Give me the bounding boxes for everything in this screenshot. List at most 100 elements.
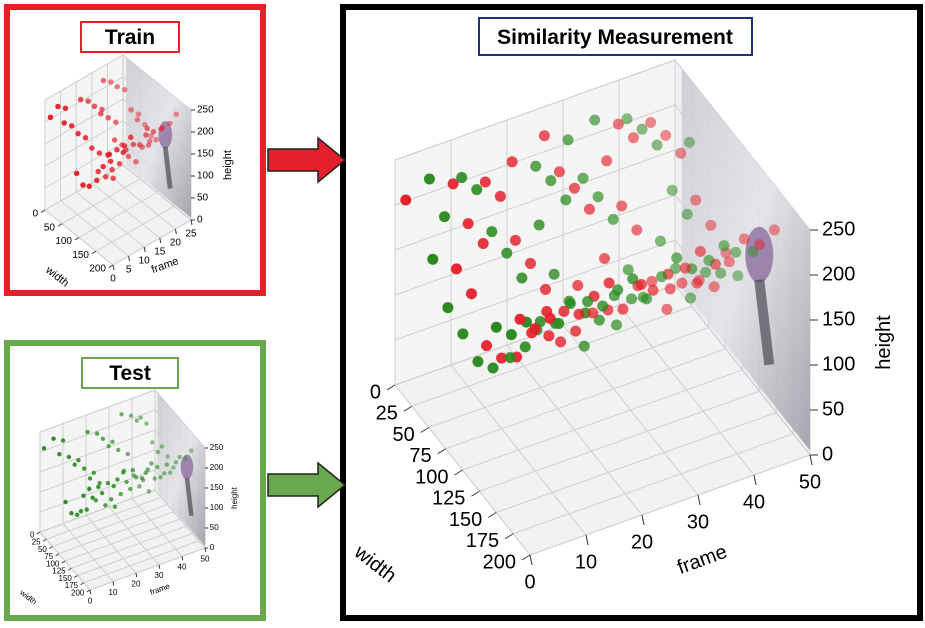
point <box>573 308 585 320</box>
point <box>150 440 155 445</box>
point <box>400 194 412 206</box>
tick-mark <box>487 512 497 518</box>
tick-mark <box>159 237 162 244</box>
point <box>635 278 647 290</box>
point <box>57 452 62 457</box>
point <box>647 284 659 296</box>
point <box>143 470 148 476</box>
tick-label: 75 <box>44 552 53 561</box>
point <box>155 449 161 455</box>
person-legs <box>184 477 194 517</box>
tick-label: 150 <box>210 483 224 492</box>
arrow-train <box>267 136 347 184</box>
point <box>106 443 111 449</box>
point <box>66 454 72 460</box>
tick-label: 150 <box>449 509 482 531</box>
point <box>479 176 491 188</box>
point <box>121 470 126 475</box>
point <box>558 305 570 317</box>
point <box>128 413 134 418</box>
grid-line <box>46 496 162 540</box>
tick-label: 125 <box>52 567 66 576</box>
point <box>108 79 114 85</box>
tick-label: 0 <box>110 274 116 285</box>
point <box>167 120 173 127</box>
grid-line <box>562 324 699 496</box>
axis-label: height <box>230 486 239 509</box>
point <box>82 135 89 141</box>
point <box>715 267 727 279</box>
point <box>597 300 609 312</box>
point <box>519 341 531 353</box>
point <box>553 166 565 178</box>
tick-label: 100 <box>210 503 224 512</box>
tick-mark <box>190 219 193 226</box>
point <box>96 150 103 156</box>
point <box>76 457 81 463</box>
point <box>135 111 142 117</box>
point <box>656 271 668 283</box>
point <box>568 182 580 194</box>
grid-line <box>39 449 156 493</box>
point <box>162 471 167 476</box>
grid-line <box>462 369 743 471</box>
grid-line <box>512 433 794 535</box>
point <box>173 459 179 465</box>
point <box>121 86 128 93</box>
tick-label: 250 <box>822 218 855 240</box>
point <box>47 114 54 121</box>
point <box>173 111 179 117</box>
tick-label: 25 <box>185 229 197 240</box>
point <box>675 147 687 159</box>
point <box>747 246 759 258</box>
point <box>768 224 780 236</box>
point <box>753 239 765 251</box>
grid-line <box>674 284 811 456</box>
point <box>560 194 572 206</box>
point <box>130 141 137 148</box>
point <box>51 436 56 441</box>
point <box>133 475 139 480</box>
point <box>123 147 129 153</box>
point <box>456 172 468 184</box>
point <box>450 263 462 275</box>
tick-label: 100 <box>197 171 214 182</box>
tick-label: 25 <box>376 403 398 425</box>
point <box>158 475 163 480</box>
point <box>116 160 123 167</box>
point <box>612 118 624 130</box>
point <box>529 323 541 335</box>
axis-label: width <box>349 541 400 588</box>
point <box>481 340 493 352</box>
point <box>666 184 678 196</box>
point <box>708 281 720 293</box>
point <box>540 283 552 295</box>
point <box>607 213 619 225</box>
similarity-panel <box>340 4 923 621</box>
grid-line <box>394 149 676 251</box>
point <box>84 507 89 512</box>
point <box>612 284 624 296</box>
grid-line <box>39 409 156 453</box>
tick-mark <box>49 546 53 549</box>
tick-mark <box>504 533 514 540</box>
point <box>98 110 104 117</box>
tick-mark <box>753 474 757 486</box>
point <box>69 123 75 129</box>
point <box>621 113 633 125</box>
tick-mark <box>74 237 80 241</box>
tick-label: 15 <box>154 247 166 258</box>
tick-mark <box>174 228 177 235</box>
point <box>165 454 170 459</box>
tick-mark <box>521 554 531 561</box>
grid-line <box>89 547 206 591</box>
point <box>134 117 141 123</box>
point <box>112 504 118 509</box>
tick-mark <box>86 589 91 593</box>
point <box>616 200 628 212</box>
tick-mark <box>40 209 46 213</box>
tick-mark <box>641 514 645 526</box>
point <box>516 272 528 284</box>
tick-label: 200 <box>210 463 224 472</box>
point <box>490 321 502 333</box>
